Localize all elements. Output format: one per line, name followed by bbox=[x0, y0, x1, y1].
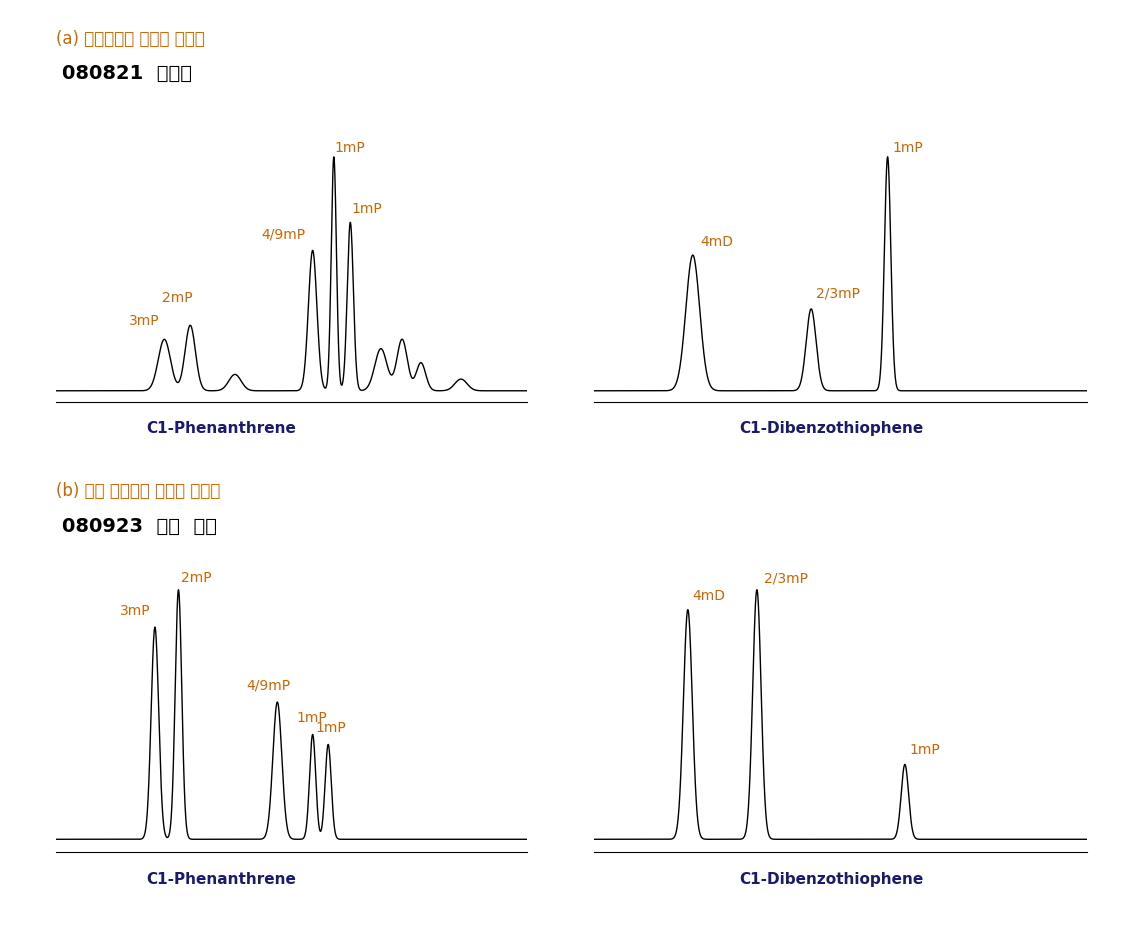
Text: 4mD: 4mD bbox=[701, 235, 733, 249]
Text: C1-Phenanthrene: C1-Phenanthrene bbox=[146, 871, 296, 886]
Text: (a) 가의도에서 채취된 표착유: (a) 가의도에서 채취된 표착유 bbox=[56, 30, 205, 48]
Text: C1-Dibenzothiophene: C1-Dibenzothiophene bbox=[739, 421, 923, 436]
Text: 4/9mP: 4/9mP bbox=[261, 227, 305, 241]
Text: (b) 신안 증도에서 채취된 표착유: (b) 신안 증도에서 채취된 표착유 bbox=[56, 482, 221, 500]
Text: 4mD: 4mD bbox=[693, 589, 725, 603]
Text: C1-Dibenzothiophene: C1-Dibenzothiophene bbox=[739, 871, 923, 886]
Text: 3mP: 3mP bbox=[129, 314, 159, 329]
Text: 2mP: 2mP bbox=[161, 291, 193, 305]
Text: 2/3mP: 2/3mP bbox=[765, 571, 808, 585]
Text: 1mP: 1mP bbox=[335, 141, 365, 155]
Text: 4/9mP: 4/9mP bbox=[247, 679, 290, 693]
Text: 1mP: 1mP bbox=[892, 141, 924, 155]
Text: 2/3mP: 2/3mP bbox=[816, 286, 860, 300]
Text: 080821  가의도: 080821 가의도 bbox=[62, 64, 192, 82]
Text: 1mP: 1mP bbox=[315, 721, 345, 735]
Text: C1-Phenanthrene: C1-Phenanthrene bbox=[146, 421, 296, 436]
Text: 3mP: 3mP bbox=[120, 604, 150, 618]
Text: 1mP: 1mP bbox=[352, 202, 382, 216]
Text: 2mP: 2mP bbox=[180, 571, 212, 585]
Text: 1mP: 1mP bbox=[296, 711, 327, 725]
Text: 1mP: 1mP bbox=[910, 743, 941, 757]
Text: 080923  신안  증도: 080923 신안 증도 bbox=[62, 517, 216, 535]
